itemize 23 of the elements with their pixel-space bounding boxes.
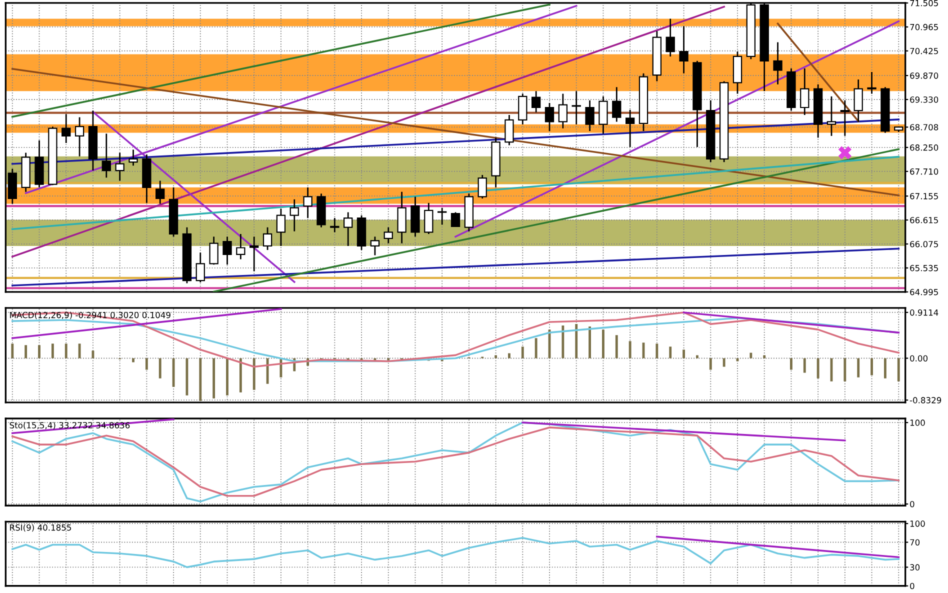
chart-title: RSI(9) 40.1855 (10, 524, 72, 532)
y-tick-label: 30 (910, 564, 920, 570)
y-tick-label: 68.250 (910, 144, 938, 151)
y-tick-label: 67.710 (910, 168, 938, 175)
y-tick-label: 65.535 (910, 264, 938, 272)
y-tick-label: 0 (910, 582, 914, 590)
y-tick-label: 68.708 (910, 124, 938, 130)
y-tick-label: 0.9114 (910, 309, 938, 316)
y-tick-label: -0.8329 (910, 397, 942, 404)
y-tick-label: 66.615 (910, 216, 938, 224)
y-tick-label: 70 (910, 539, 920, 546)
y-tick-label: 100 (910, 420, 925, 426)
y-tick-label: 0.00 (910, 355, 928, 362)
y-tick-label: 69.330 (910, 96, 938, 103)
y-tick-label: 70.425 (910, 48, 938, 54)
y-tick-label: 0 (910, 500, 914, 508)
y-tick-label: 64.995 (910, 288, 938, 296)
y-tick-label: 69.870 (910, 72, 938, 79)
y-tick-label: 66.075 (910, 240, 938, 248)
y-tick-label: 71.505 (910, 0, 938, 6)
y-tick-label: 100 (910, 520, 925, 527)
y-tick-label: 67.155 (910, 193, 938, 200)
y-tick-label: 70.965 (910, 24, 938, 30)
